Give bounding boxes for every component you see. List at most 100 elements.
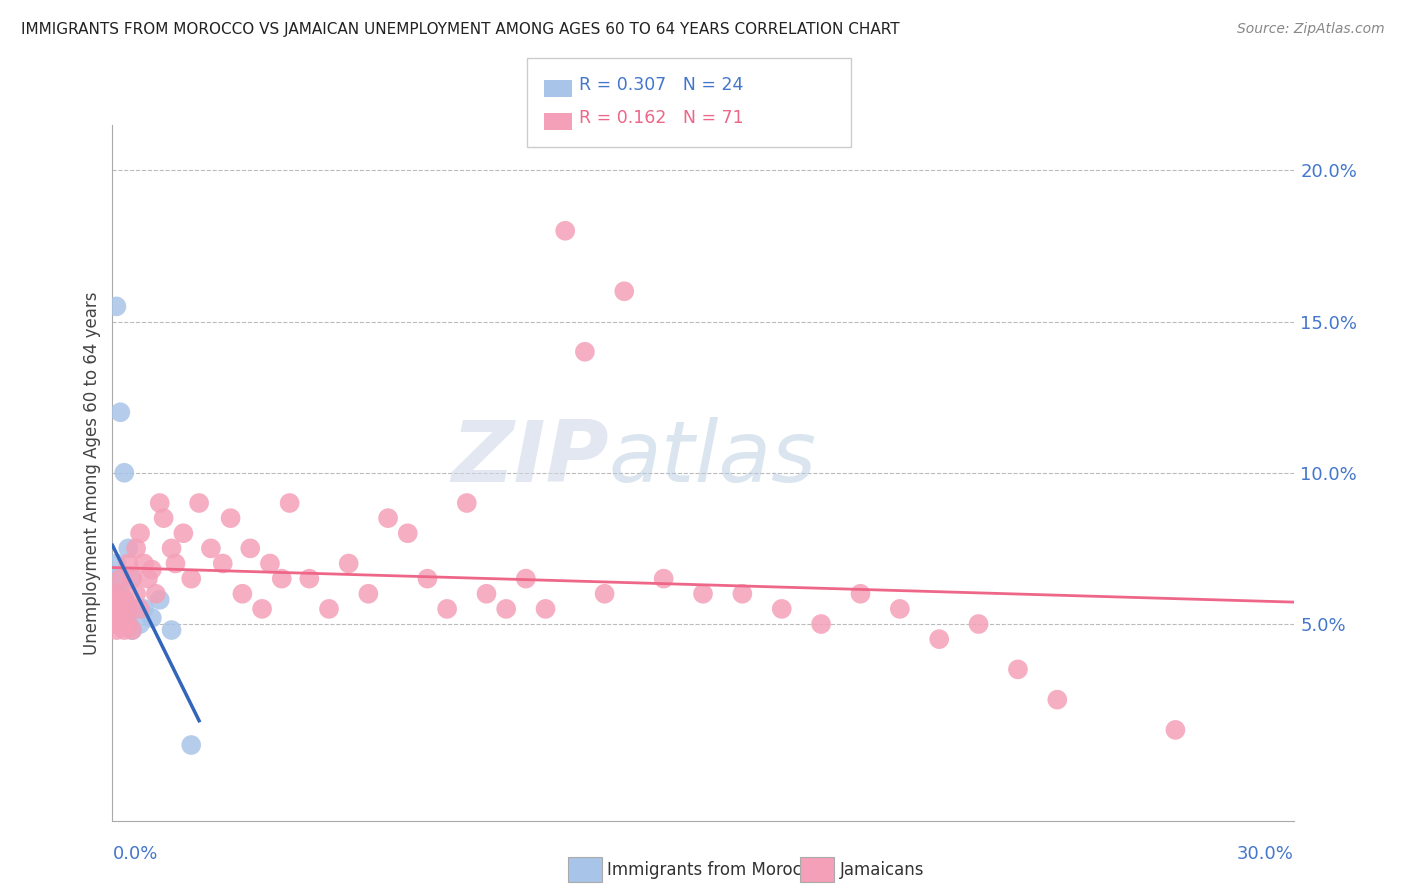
Point — [110, 617, 132, 632]
Point — [534, 602, 557, 616]
Text: atlas: atlas — [609, 417, 817, 500]
Point — [141, 563, 163, 577]
Point — [117, 602, 139, 616]
Point — [967, 617, 990, 632]
Point — [117, 617, 139, 632]
Text: Immigrants from Morocco: Immigrants from Morocco — [607, 861, 821, 879]
Point — [121, 572, 143, 586]
Point — [105, 611, 128, 625]
Point — [105, 572, 128, 586]
Point — [1164, 723, 1187, 737]
Point — [593, 587, 616, 601]
Point — [1007, 662, 1029, 676]
Point — [117, 617, 139, 632]
Text: R = 0.162   N = 71: R = 0.162 N = 71 — [579, 109, 744, 127]
Point — [810, 617, 832, 632]
Point — [105, 623, 128, 637]
Point — [132, 602, 155, 616]
Point — [416, 572, 439, 586]
Point — [110, 587, 132, 601]
Point — [145, 587, 167, 601]
Point — [554, 224, 576, 238]
Point — [574, 344, 596, 359]
Point — [110, 617, 132, 632]
Text: IMMIGRANTS FROM MOROCCO VS JAMAICAN UNEMPLOYMENT AMONG AGES 60 TO 64 YEARS CORRE: IMMIGRANTS FROM MOROCCO VS JAMAICAN UNEM… — [21, 22, 900, 37]
Point — [318, 602, 340, 616]
Point — [172, 526, 194, 541]
Text: 0.0%: 0.0% — [112, 845, 157, 863]
Point — [129, 602, 152, 616]
Point — [105, 592, 128, 607]
Point — [121, 572, 143, 586]
Point — [436, 602, 458, 616]
Point — [112, 592, 135, 607]
Point — [117, 557, 139, 571]
Point — [110, 602, 132, 616]
Point — [101, 587, 124, 601]
Point — [101, 617, 124, 632]
Point — [928, 632, 950, 647]
Point — [149, 496, 172, 510]
Point — [152, 511, 174, 525]
Point — [101, 617, 124, 632]
Point — [129, 617, 152, 632]
Point — [239, 541, 262, 556]
Point — [141, 611, 163, 625]
Point — [1046, 692, 1069, 706]
Point — [132, 557, 155, 571]
Point — [652, 572, 675, 586]
Point — [110, 572, 132, 586]
Point — [200, 541, 222, 556]
Point — [188, 496, 211, 510]
Point — [613, 285, 636, 299]
Text: Source: ZipAtlas.com: Source: ZipAtlas.com — [1237, 22, 1385, 37]
Point — [396, 526, 419, 541]
Point — [105, 299, 128, 313]
Point — [101, 602, 124, 616]
Point — [110, 602, 132, 616]
Point — [377, 511, 399, 525]
Point — [495, 602, 517, 616]
Point — [121, 623, 143, 637]
Point — [515, 572, 537, 586]
Point — [770, 602, 793, 616]
Point — [105, 587, 128, 601]
Point — [278, 496, 301, 510]
Point — [149, 592, 172, 607]
Point — [298, 572, 321, 586]
Point — [112, 623, 135, 637]
Point — [117, 541, 139, 556]
Point — [475, 587, 498, 601]
Point — [250, 602, 273, 616]
Point — [357, 587, 380, 601]
Point — [456, 496, 478, 510]
Point — [337, 557, 360, 571]
Point — [180, 738, 202, 752]
Point — [160, 541, 183, 556]
Text: ZIP: ZIP — [451, 417, 609, 500]
Point — [180, 572, 202, 586]
Point — [125, 587, 148, 601]
Point — [125, 602, 148, 616]
Point — [165, 557, 187, 571]
Point — [231, 587, 253, 601]
Point — [211, 557, 233, 571]
Point — [105, 557, 128, 571]
Point — [889, 602, 911, 616]
Point — [136, 572, 159, 586]
Text: 30.0%: 30.0% — [1237, 845, 1294, 863]
Point — [160, 623, 183, 637]
Point — [849, 587, 872, 601]
Point — [121, 623, 143, 637]
Point — [731, 587, 754, 601]
Point — [129, 526, 152, 541]
Point — [110, 587, 132, 601]
Point — [692, 587, 714, 601]
Point — [112, 466, 135, 480]
Text: Jamaicans: Jamaicans — [839, 861, 924, 879]
Text: R = 0.307   N = 24: R = 0.307 N = 24 — [579, 76, 744, 94]
Point — [219, 511, 242, 525]
Point — [110, 405, 132, 419]
Point — [112, 611, 135, 625]
Point — [259, 557, 281, 571]
